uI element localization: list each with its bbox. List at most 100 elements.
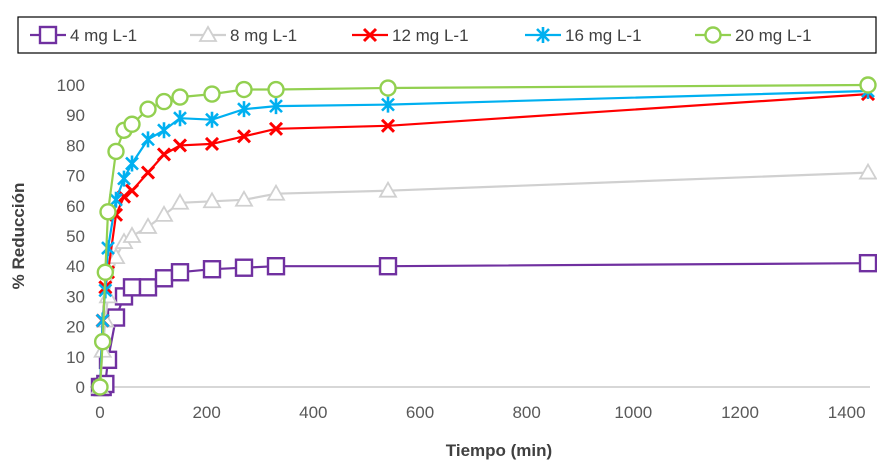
y-tick-label: 40	[66, 257, 85, 276]
legend-marker	[362, 27, 378, 43]
data-point	[266, 183, 286, 201]
legend-box	[17, 16, 877, 54]
legend-entry-8-mg: 8 mg L-1	[190, 25, 297, 45]
data-point-shape	[266, 183, 286, 201]
data-point-shape	[122, 226, 142, 243]
y-tick-label: 10	[66, 348, 85, 367]
data-point-shape	[140, 165, 156, 180]
data-point-shape	[237, 101, 251, 118]
data-point	[93, 333, 112, 351]
data-point-shape	[171, 88, 189, 106]
data-point	[858, 162, 877, 180]
data-point-shape	[268, 121, 284, 136]
data-point-shape	[172, 138, 188, 153]
data-point-shape	[202, 260, 222, 279]
legend: 4 mg L-1 8 mg L-1 12 mg L-1 16 mg L-1 20 mg …	[17, 16, 877, 54]
data-point-shape	[234, 258, 254, 277]
data-point-shape	[170, 263, 190, 282]
legend-label: 20 mg L-1	[735, 26, 812, 45]
legend-entry-4-mg: 4 mg L-1	[30, 25, 137, 45]
series-20-mg	[91, 76, 877, 396]
data-point	[205, 111, 219, 128]
legend-label: 4 mg L-1	[70, 26, 137, 45]
x-axis-title: Tiempo (min)	[446, 441, 552, 460]
data-point	[858, 253, 877, 273]
data-point	[379, 79, 397, 97]
data-point	[122, 226, 142, 243]
data-point	[172, 138, 188, 153]
x-tick-label: 600	[406, 403, 434, 422]
data-point	[202, 260, 222, 279]
data-point-shape	[269, 98, 283, 115]
data-point	[234, 258, 254, 277]
data-point	[267, 80, 285, 99]
data-point	[96, 263, 115, 281]
data-point	[139, 100, 157, 118]
data-point-shape	[379, 79, 397, 97]
data-point-shape	[122, 278, 142, 297]
data-point	[237, 101, 251, 118]
data-point	[173, 110, 187, 127]
legend-marker-shape	[704, 26, 722, 44]
data-point	[122, 278, 142, 297]
data-point-shape	[101, 240, 115, 257]
data-point-shape	[96, 263, 115, 281]
y-tick-label: 80	[66, 136, 85, 155]
y-tick-label: 70	[66, 167, 85, 186]
data-point-shape	[204, 136, 220, 151]
data-point	[157, 122, 171, 139]
data-point-shape	[858, 162, 877, 180]
data-point-shape	[235, 80, 253, 99]
data-point	[140, 165, 156, 180]
data-point-shape	[93, 333, 112, 351]
data-point	[138, 278, 158, 297]
data-point-shape	[266, 257, 286, 276]
x-tick-label: 1200	[721, 403, 759, 422]
data-point	[99, 203, 117, 221]
y-tick-label: 30	[66, 287, 85, 306]
data-point-shape	[156, 147, 172, 162]
data-point	[106, 247, 126, 265]
data-point-shape	[380, 118, 396, 133]
data-point-shape	[173, 110, 187, 127]
y-tick-label: 90	[66, 106, 85, 125]
data-point	[154, 205, 174, 222]
data-point	[117, 170, 131, 187]
legend-marker	[536, 27, 550, 43]
data-point-shape	[109, 191, 123, 208]
data-point-shape	[381, 96, 395, 113]
legend-marker-shape	[536, 27, 550, 43]
x-tick-label: 800	[512, 403, 540, 422]
data-point-shape	[155, 92, 173, 111]
data-point	[124, 183, 140, 198]
y-tick-label: 50	[66, 227, 85, 246]
y-tick-label: 100	[57, 76, 85, 95]
data-point	[109, 191, 123, 208]
data-point-shape	[202, 191, 222, 209]
x-tick-label: 1400	[828, 403, 866, 422]
legend-label: 8 mg L-1	[230, 26, 297, 45]
data-point-shape	[858, 253, 877, 273]
data-point-shape	[234, 189, 254, 207]
data-point	[378, 180, 398, 198]
data-point	[204, 136, 220, 151]
x-tick-label: 0	[95, 403, 104, 422]
data-point-shape	[157, 122, 171, 139]
data-point-shape	[203, 85, 221, 103]
data-point	[125, 155, 139, 172]
y-tick-label: 0	[76, 378, 85, 397]
data-point	[234, 189, 254, 207]
data-point-shape	[236, 129, 252, 144]
data-point-shape	[154, 205, 174, 222]
legend-label: 16 mg L-1	[565, 26, 642, 45]
data-point	[156, 147, 172, 162]
data-point	[859, 76, 877, 94]
data-point-shape	[106, 247, 126, 265]
data-point	[171, 88, 189, 106]
legend-label: 12 mg L-1	[392, 26, 469, 45]
data-point	[170, 192, 190, 210]
data-point-shape	[124, 183, 140, 198]
x-tick-label: 1000	[614, 403, 652, 422]
legend-marker	[704, 26, 722, 44]
